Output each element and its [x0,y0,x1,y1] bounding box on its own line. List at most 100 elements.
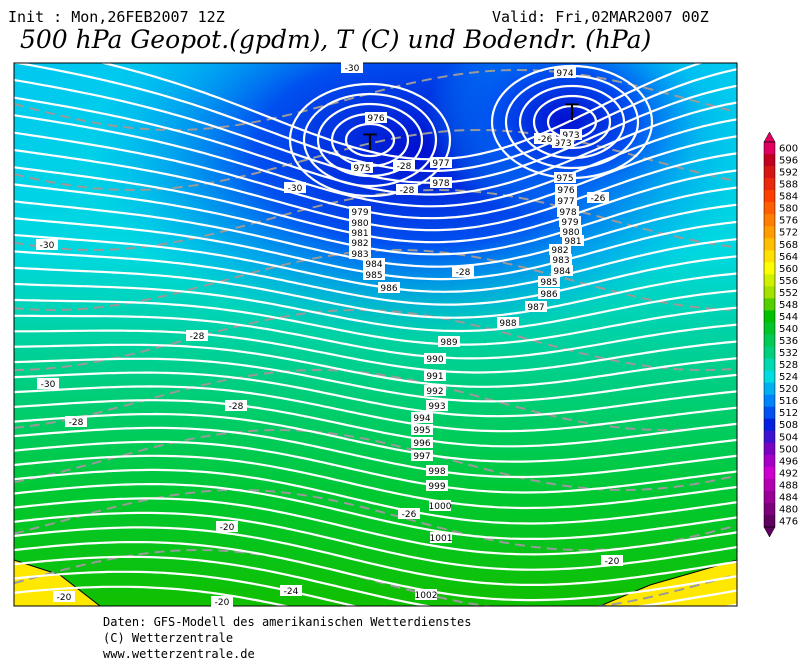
colorbar-label: 516 [779,396,798,407]
colorbar-cell [764,141,775,155]
label-box [426,480,448,491]
colorbar-cell [764,478,775,492]
label-box [555,195,577,206]
label-box [534,133,556,144]
pressure-label: 991 [426,372,443,382]
temperature-label: -28 [397,162,412,172]
colorbar-label: 540 [779,324,798,335]
colorbar-frame [763,141,776,528]
colorbar-label: 588 [779,180,798,191]
label-box [424,385,446,396]
colorbar-label: 548 [779,300,798,311]
pressure-label: 986 [380,284,397,294]
label-box [37,378,59,389]
label-box [53,591,75,602]
colorbar-label: 600 [779,144,798,155]
temperature-label: -28 [229,402,244,412]
colorbar-label: 556 [779,276,798,287]
label-box [36,239,58,250]
pressure-label: 981 [564,237,581,247]
temperature-label: -26 [402,510,417,520]
isobar [14,329,737,374]
colorbar-cell [764,382,775,396]
pressure-label: 985 [365,271,382,281]
isobar [14,314,737,360]
colorbar-cell [764,214,775,227]
label-box [601,555,623,566]
pressure-label: 990 [426,355,443,365]
colorbar-cell [764,346,775,360]
colorbar-cap [763,526,776,538]
map-area [14,63,737,606]
pressure-label: 982 [551,246,568,256]
pressure-label: 989 [440,338,457,348]
label-box [587,192,609,203]
footer-line: www.wetterzentrale.de [103,647,255,661]
pressure-label: 975 [353,164,370,174]
isotherm [14,428,735,491]
pressure-label: 975 [556,174,573,184]
label-box [554,67,576,78]
colorbar-label: 524 [779,372,798,383]
isobar [14,426,737,479]
colorbar-cell [764,310,775,323]
label-box [365,112,387,123]
colorbar-label: 580 [779,204,798,215]
isobar [14,114,737,208]
map-title: 500 hPa Geopot.(gpdm), T (C) und Bodendr… [20,25,651,54]
label-box [538,288,560,299]
pressure-label: 992 [426,387,443,397]
label-box [430,157,452,168]
label-box [429,500,451,511]
isobar [14,585,291,606]
colorbar-label: 512 [779,408,798,419]
temperature-label: -30 [41,380,56,390]
isotherm [14,308,735,371]
pressure-label: 995 [413,426,430,436]
colorbar-label: 496 [779,456,798,467]
colorbar-label: 504 [779,432,798,443]
isotherm [14,128,735,192]
colorbar-label: 592 [779,168,798,179]
isobar [14,440,737,494]
pressure-label: 985 [540,278,557,288]
label-box [396,184,418,195]
colorbar-label: 584 [779,192,798,203]
isobar [518,84,626,160]
colorbar-cell [764,466,775,480]
pressure-label: 978 [559,208,576,218]
colorbar-label: 480 [779,504,798,515]
pressure-label: 980 [562,228,579,238]
colorbar-label: 532 [779,348,798,359]
label-box [554,172,576,183]
pressure-label: 977 [432,159,449,169]
label-box [430,177,452,188]
label-box [426,465,448,476]
pressure-label: 978 [432,179,449,189]
warm-area [14,559,101,606]
pressure-label: 999 [428,482,445,492]
label-box [555,184,577,195]
isotherm [14,548,735,606]
label-box [552,137,574,148]
pressure-label: 979 [561,218,578,228]
isotherm [14,368,735,431]
pressure-label: 988 [499,319,516,329]
label-box [424,353,446,364]
init-time: Init : Mon,26FEB2007 12Z [8,8,225,26]
label-box [216,521,238,532]
colorbar-cell [764,298,775,311]
label-box [560,226,582,237]
colorbar-label: 528 [779,360,798,371]
pressure-label: 998 [428,467,445,477]
label-box [415,589,437,600]
isobar [14,131,737,220]
isobar [14,412,737,463]
label-box [538,276,560,287]
temperature-label: -26 [591,194,606,204]
label-box [452,266,474,277]
temperature-label: -30 [40,241,55,251]
colorbar-label: 492 [779,468,798,479]
colorbar-label: 560 [779,264,798,275]
